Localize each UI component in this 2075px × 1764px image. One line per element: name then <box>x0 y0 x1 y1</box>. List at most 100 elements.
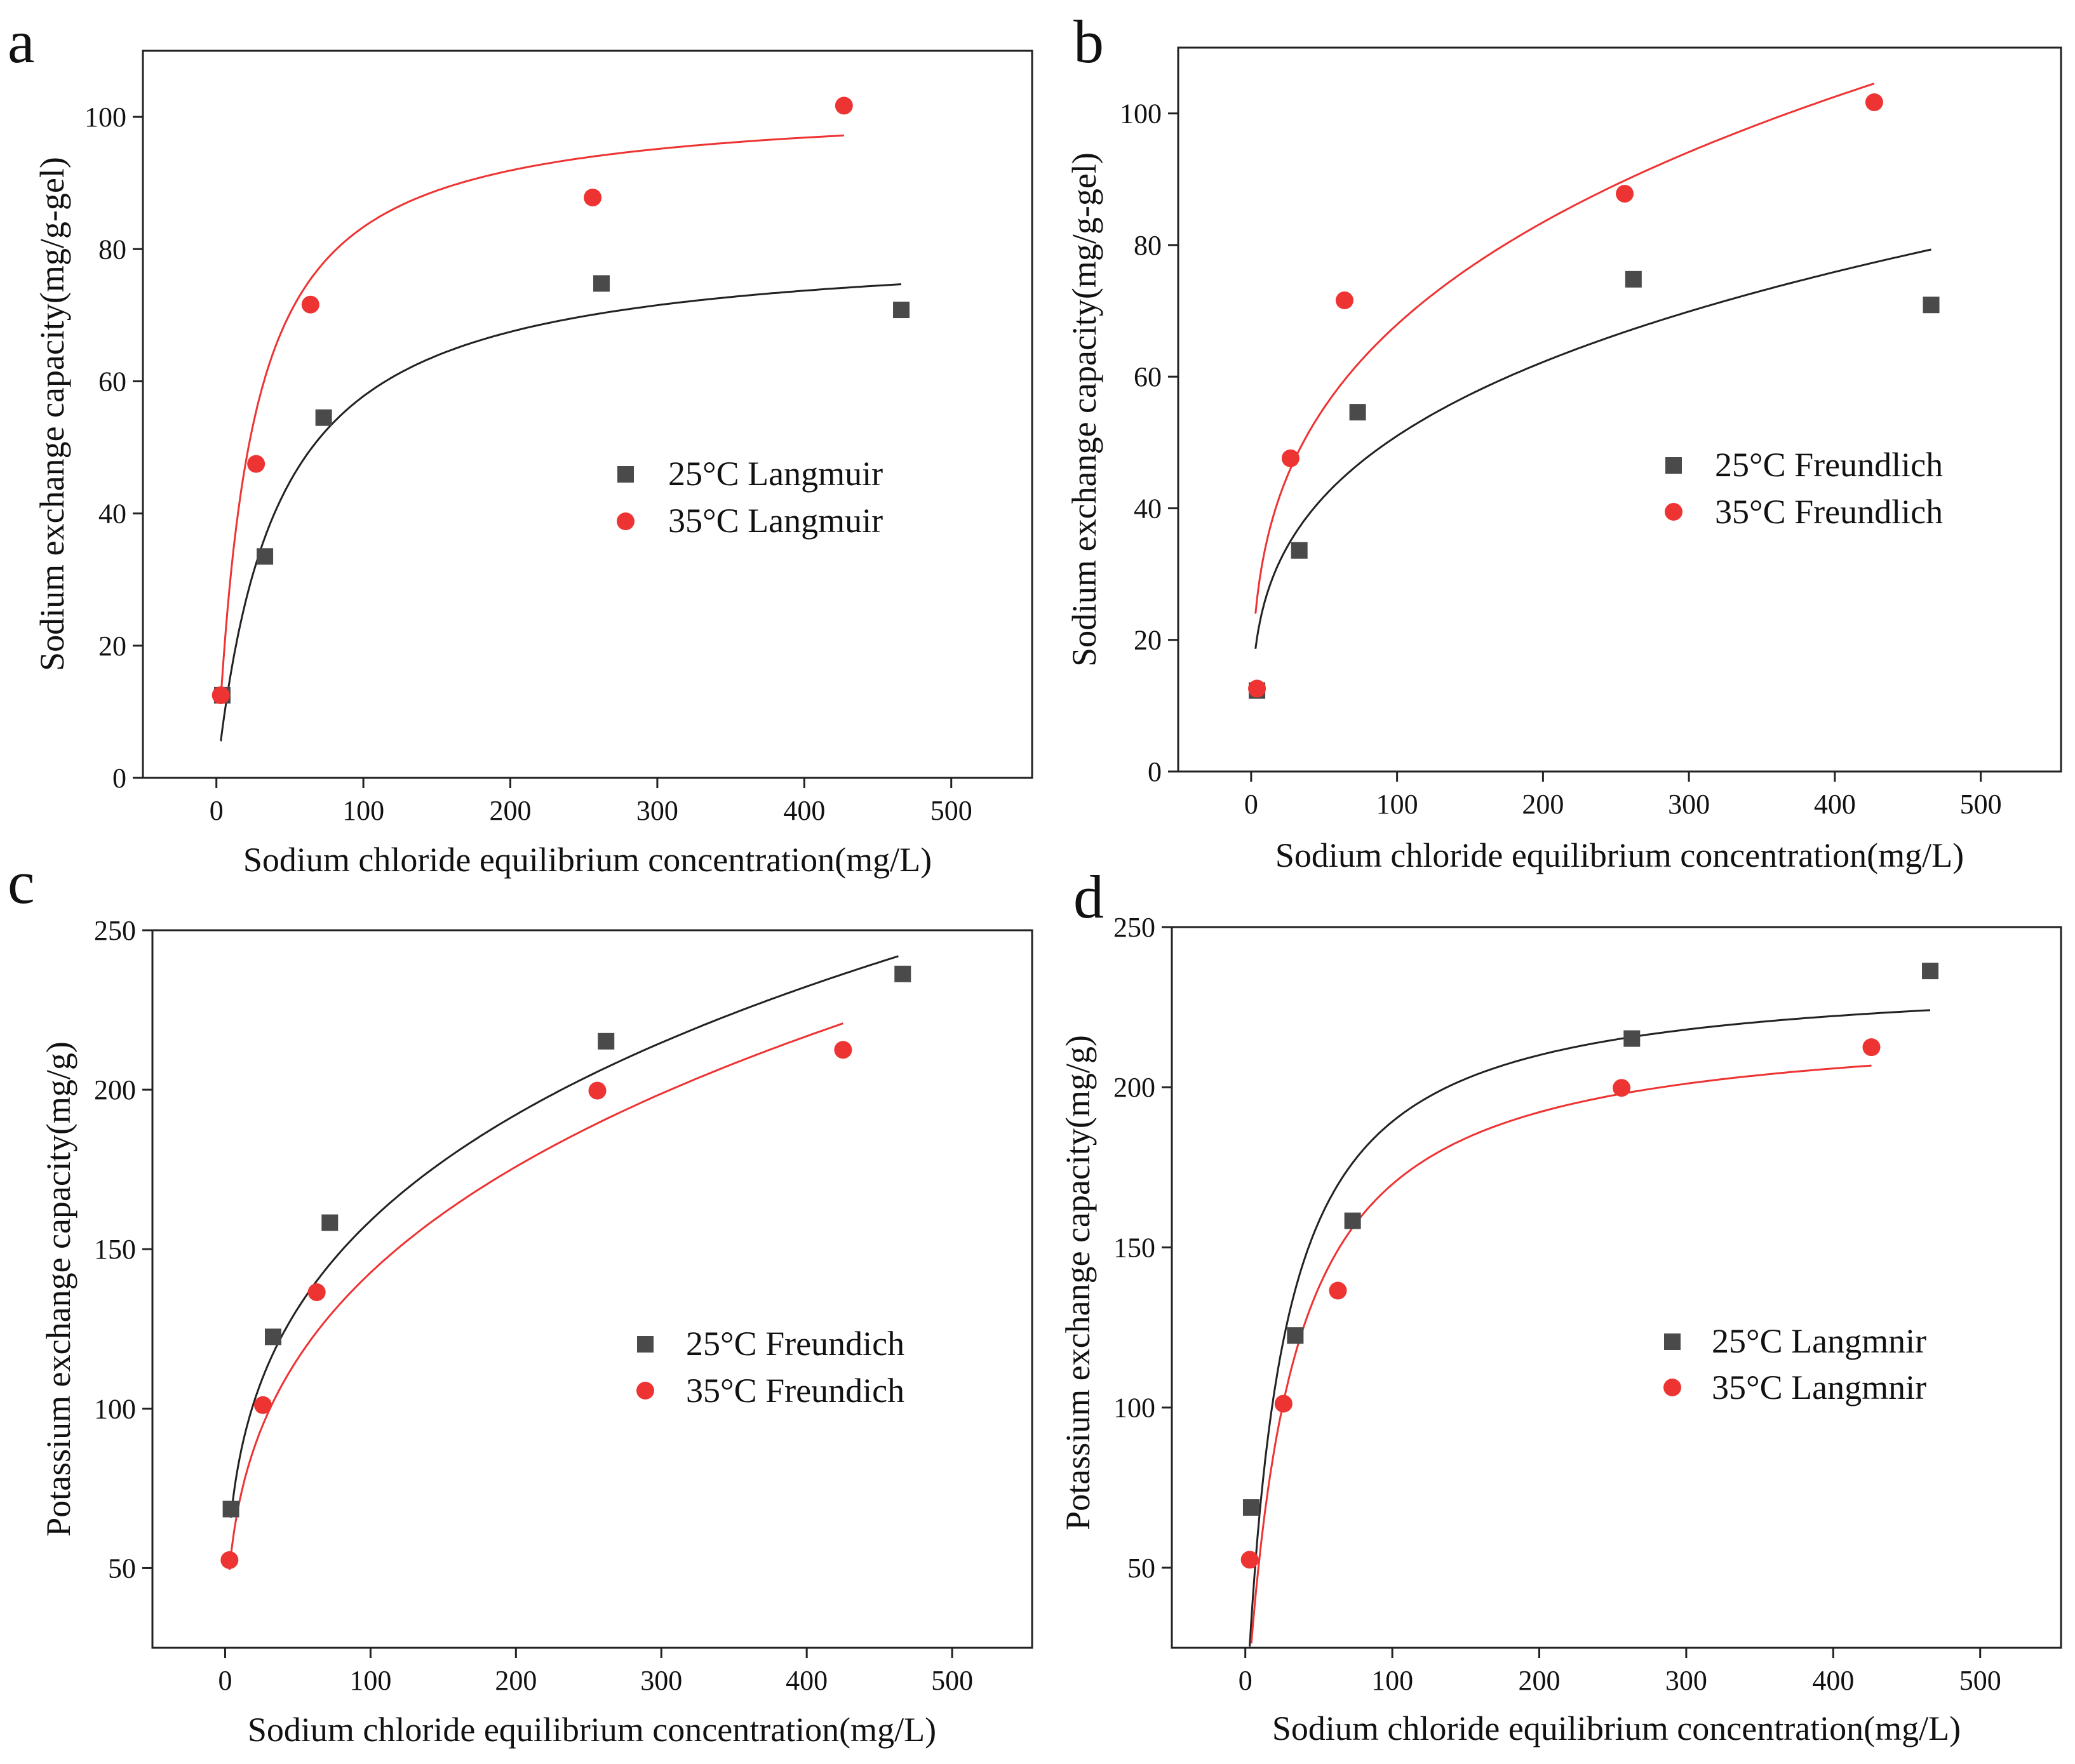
x-tick-label: 200 <box>1522 789 1564 820</box>
y-tick-label: 250 <box>94 915 136 946</box>
data-point-35c <box>584 189 602 207</box>
data-point-25c <box>593 275 610 292</box>
x-tick-label: 300 <box>640 1665 682 1696</box>
y-tick-label: 100 <box>1120 98 1162 130</box>
y-tick-label: 80 <box>98 234 126 265</box>
y-tick-label: 40 <box>98 498 126 530</box>
legend-label-25c: 25°C Freundlich <box>1715 446 1943 484</box>
data-point-35c <box>1862 1038 1881 1057</box>
x-axis-title-d: Sodium chloride equilibrium concentratio… <box>1272 1709 1961 1747</box>
x-tick-label: 300 <box>636 795 678 826</box>
x-tick-label: 400 <box>786 1665 828 1696</box>
y-tick-label: 0 <box>112 763 126 794</box>
x-tick-label: 200 <box>495 1665 537 1696</box>
data-point-35c <box>834 1041 852 1059</box>
data-point-35c <box>301 295 319 314</box>
panel-d: d 0 100 200 300 400 500 50 100 150 200 250 Sodium … <box>1059 863 2062 1747</box>
legend-marker-25c <box>1664 1333 1681 1350</box>
fit-curves-d <box>1249 1009 1931 1647</box>
data-point-35c <box>1240 1551 1259 1569</box>
data-point-25c <box>1349 404 1366 421</box>
x-tick-label: 500 <box>1960 789 2002 820</box>
plot-frame-a <box>142 50 1033 779</box>
panel-letter-d: d <box>1073 863 1104 931</box>
fit-curve-25c <box>1254 248 1931 649</box>
data-point-25c <box>1922 963 1939 980</box>
y-tick-label: 200 <box>1113 1072 1155 1103</box>
data-point-35c <box>835 97 853 115</box>
fit-curves-b <box>1254 83 1931 649</box>
x-tick-label: 400 <box>1812 1665 1854 1696</box>
y-tick-label: 150 <box>1113 1232 1155 1263</box>
panel-letter-a: a <box>8 8 35 76</box>
data-point-25c <box>894 965 911 982</box>
y-tick-label: 100 <box>1113 1393 1155 1424</box>
fit-curves-c <box>228 955 899 1570</box>
data-point-25c <box>1623 1030 1641 1047</box>
data-point-35c <box>1616 185 1634 203</box>
data-point-35c <box>1248 679 1266 698</box>
data-point-25c <box>893 302 910 319</box>
x-tick-label: 500 <box>930 795 972 826</box>
x-tick-label: 200 <box>490 795 532 826</box>
fit-curve-25c <box>1249 1009 1931 1647</box>
panel-letter-c: c <box>8 848 35 916</box>
data-point-25c <box>1344 1212 1361 1229</box>
panel-c: c 0 100 200 300 400 500 50 100 150 200 250 Sodium … <box>8 848 1033 1749</box>
data-points-d <box>1240 963 1939 1569</box>
data-point-35c <box>220 1551 239 1569</box>
legend-a: 25°C Langmuir 35°C Langmuir <box>617 455 883 540</box>
data-points-a <box>212 97 910 704</box>
legend-d: 25°C Langmnir 35°C Langmnir <box>1663 1322 1926 1407</box>
x-tick-label: 300 <box>1665 1665 1707 1696</box>
plot-frame-b <box>1177 46 2062 773</box>
y-axis-title-a: Sodium exchange capacity(mg/g-gel) <box>33 157 71 671</box>
fit-curve-25c <box>220 283 902 742</box>
legend-label-35c: 35°C Freundich <box>686 1372 904 1410</box>
ticks-a: 0 100 200 300 400 500 0 20 40 60 80 100 <box>84 102 972 826</box>
data-point-35c <box>1613 1079 1631 1097</box>
legend-marker-25c <box>617 466 634 483</box>
legend-c: 25°C Freundich 35°C Freundich <box>636 1325 904 1410</box>
data-points-c <box>220 965 911 1569</box>
data-point-25c <box>257 548 274 565</box>
panel-b: b 0 100 200 300 400 500 0 20 40 60 80 100 Sodium ch… <box>1065 8 2062 874</box>
legend-marker-25c <box>637 1336 654 1353</box>
data-point-25c <box>1625 271 1642 288</box>
x-axis-title-a: Sodium chloride equilibrium concentratio… <box>243 841 932 879</box>
x-tick-label: 200 <box>1519 1665 1561 1696</box>
y-tick-label: 20 <box>98 631 126 662</box>
data-point-35c <box>253 1396 272 1414</box>
legend-b: 25°C Freundlich 35°C Freundlich <box>1665 446 1943 531</box>
fit-curve-35c <box>220 134 844 700</box>
y-tick-label: 200 <box>94 1074 136 1106</box>
x-axis-title-c: Sodium chloride equilibrium concentratio… <box>248 1711 936 1749</box>
data-point-25c <box>598 1032 615 1050</box>
y-tick-label: 100 <box>84 102 126 133</box>
data-point-25c <box>321 1214 339 1231</box>
legend-label-25c: 25°C Langmnir <box>1712 1322 1926 1360</box>
x-tick-label: 400 <box>1814 789 1856 820</box>
data-point-35c <box>1274 1394 1293 1413</box>
x-tick-label: 0 <box>210 795 224 826</box>
y-tick-label: 50 <box>108 1553 136 1584</box>
fit-curves-a <box>220 134 902 742</box>
legend-label-35c: 35°C Freundlich <box>1715 493 1943 531</box>
fit-curve-35c <box>1250 1064 1872 1644</box>
plot-frame-c <box>151 929 1033 1649</box>
legend-marker-35c <box>1663 1379 1681 1396</box>
ticks-b: 0 100 200 300 400 500 0 20 40 60 80 100 <box>1120 98 2002 820</box>
legend-marker-35c <box>636 1382 654 1400</box>
ticks-c: 0 100 200 300 400 500 50 100 150 200 250 <box>94 915 973 1696</box>
x-tick-label: 100 <box>349 1665 391 1696</box>
data-point-35c <box>588 1081 607 1100</box>
data-point-35c <box>1335 291 1353 309</box>
y-axis-title-b: Sodium exchange capacity(mg/g-gel) <box>1065 152 1103 667</box>
data-point-25c <box>1291 542 1308 559</box>
y-tick-label: 100 <box>94 1393 136 1424</box>
x-tick-label: 500 <box>931 1665 973 1696</box>
fit-curve-35c <box>228 1022 843 1570</box>
data-point-35c <box>247 455 265 473</box>
fit-curve-25c <box>230 955 899 1518</box>
x-tick-label: 0 <box>218 1665 232 1696</box>
